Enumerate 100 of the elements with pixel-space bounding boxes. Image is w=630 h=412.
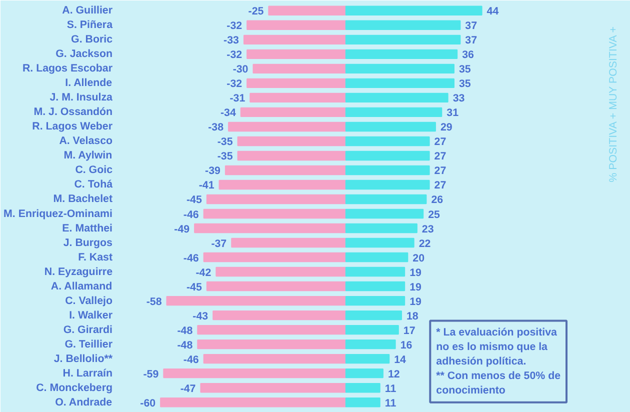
bar [240, 107, 346, 118]
y-tick-label: C. Tohá [74, 178, 113, 191]
bar [218, 180, 346, 190]
data-label: -46 [183, 252, 199, 264]
bar [206, 281, 346, 292]
data-label: 31 [446, 107, 459, 120]
data-label: -32 [226, 49, 242, 62]
bar [197, 339, 346, 350]
bar [345, 78, 454, 88]
data-label: -34 [220, 107, 236, 120]
data-label: 37 [465, 20, 478, 32]
data-label: -48 [177, 324, 193, 337]
data-label: -38 [208, 122, 224, 134]
bar [216, 266, 346, 277]
bar [228, 122, 346, 132]
data-label: 19 [410, 281, 422, 294]
data-label: -45 [186, 194, 202, 206]
bar [212, 310, 346, 320]
bar [345, 238, 414, 248]
data-label: -60 [140, 397, 156, 410]
y-tick-label: R. Lagos Escobar [22, 62, 113, 75]
data-label: 36 [462, 49, 474, 62]
y-tick-label: I. Walker [69, 309, 113, 322]
data-label: -39 [205, 165, 221, 178]
bar [345, 180, 430, 190]
bar [231, 238, 346, 248]
bar [246, 78, 346, 88]
data-label: -49 [174, 223, 190, 236]
data-label: 11 [384, 382, 396, 395]
bar [345, 252, 408, 262]
y-tick-label: I. Allende [65, 77, 112, 90]
data-label: 29 [440, 122, 452, 134]
bar [246, 20, 346, 30]
y-tick-label: C. Goic [75, 164, 113, 176]
bar [345, 64, 454, 74]
y-tick-label: M. Bachelet [53, 193, 113, 206]
bar [246, 49, 346, 60]
bar [345, 107, 442, 118]
data-label: -31 [230, 92, 246, 105]
data-label: -46 [183, 208, 199, 221]
bar [345, 296, 406, 306]
bar [243, 34, 346, 45]
data-label: 33 [452, 92, 465, 105]
data-label: -43 [192, 310, 208, 322]
bar [345, 339, 396, 350]
y-tick-label: G. Teillier [64, 338, 113, 350]
bar [206, 194, 346, 204]
data-label: 27 [434, 150, 446, 163]
y-tick-label: A. Allamand [50, 280, 112, 292]
data-label: -35 [217, 136, 233, 148]
y-tick-label: M. Enriquez-Ominami [4, 208, 113, 220]
bar [345, 122, 436, 132]
y-tick-label: N. Eyzaguirre [44, 266, 113, 278]
y-tick-label: C. Vallejo [65, 294, 113, 307]
data-label: 23 [422, 223, 434, 236]
y-tick-label: F. Kast [78, 251, 113, 264]
data-label: -45 [186, 281, 202, 294]
data-label: 19 [410, 296, 422, 308]
bar [345, 208, 424, 219]
bar [345, 165, 430, 176]
bar [345, 150, 430, 161]
bar [345, 368, 384, 378]
text: % POSITIVA + MUY POSITIVA + [608, 26, 620, 182]
data-label: 27 [434, 180, 446, 192]
bar [200, 382, 346, 393]
bar [160, 397, 346, 408]
data-label: 35 [459, 64, 471, 76]
y-tick-label: H. Larraín [62, 367, 113, 380]
bar [345, 92, 448, 103]
y-tick-label: A. Guillier [62, 4, 113, 17]
bar [345, 382, 380, 393]
bar [250, 92, 346, 103]
bar [203, 354, 346, 364]
bar [345, 223, 418, 234]
data-label: -37 [211, 238, 227, 250]
y-tick-label: J. Bellolio** [54, 352, 114, 365]
bar [345, 49, 458, 60]
data-label: 22 [418, 238, 431, 250]
data-label: -32 [226, 78, 242, 90]
data-label: 25 [428, 208, 440, 221]
data-label: -59 [143, 368, 159, 380]
data-label: 17 [403, 324, 416, 337]
y-tick-label: M. Aylwin [64, 150, 112, 162]
y-tick-label: G. Boric [71, 34, 113, 46]
data-label: -25 [248, 6, 264, 18]
bar [345, 397, 380, 408]
bar [345, 194, 427, 204]
data-label: 37 [465, 34, 478, 47]
y-tick-label: J. Burgos [63, 236, 113, 249]
bar [197, 324, 346, 335]
y-tick-label: S. Piñera [66, 19, 113, 32]
bar [345, 324, 399, 335]
bar [166, 296, 346, 306]
bar [268, 6, 346, 16]
y-tick-label: E. Matthei [62, 222, 113, 234]
y-tick-label: M. J. Ossandón [34, 106, 113, 118]
data-label: 26 [431, 194, 444, 206]
bar [345, 136, 430, 146]
data-label: 14 [394, 354, 406, 366]
data-label: 12 [388, 368, 400, 380]
